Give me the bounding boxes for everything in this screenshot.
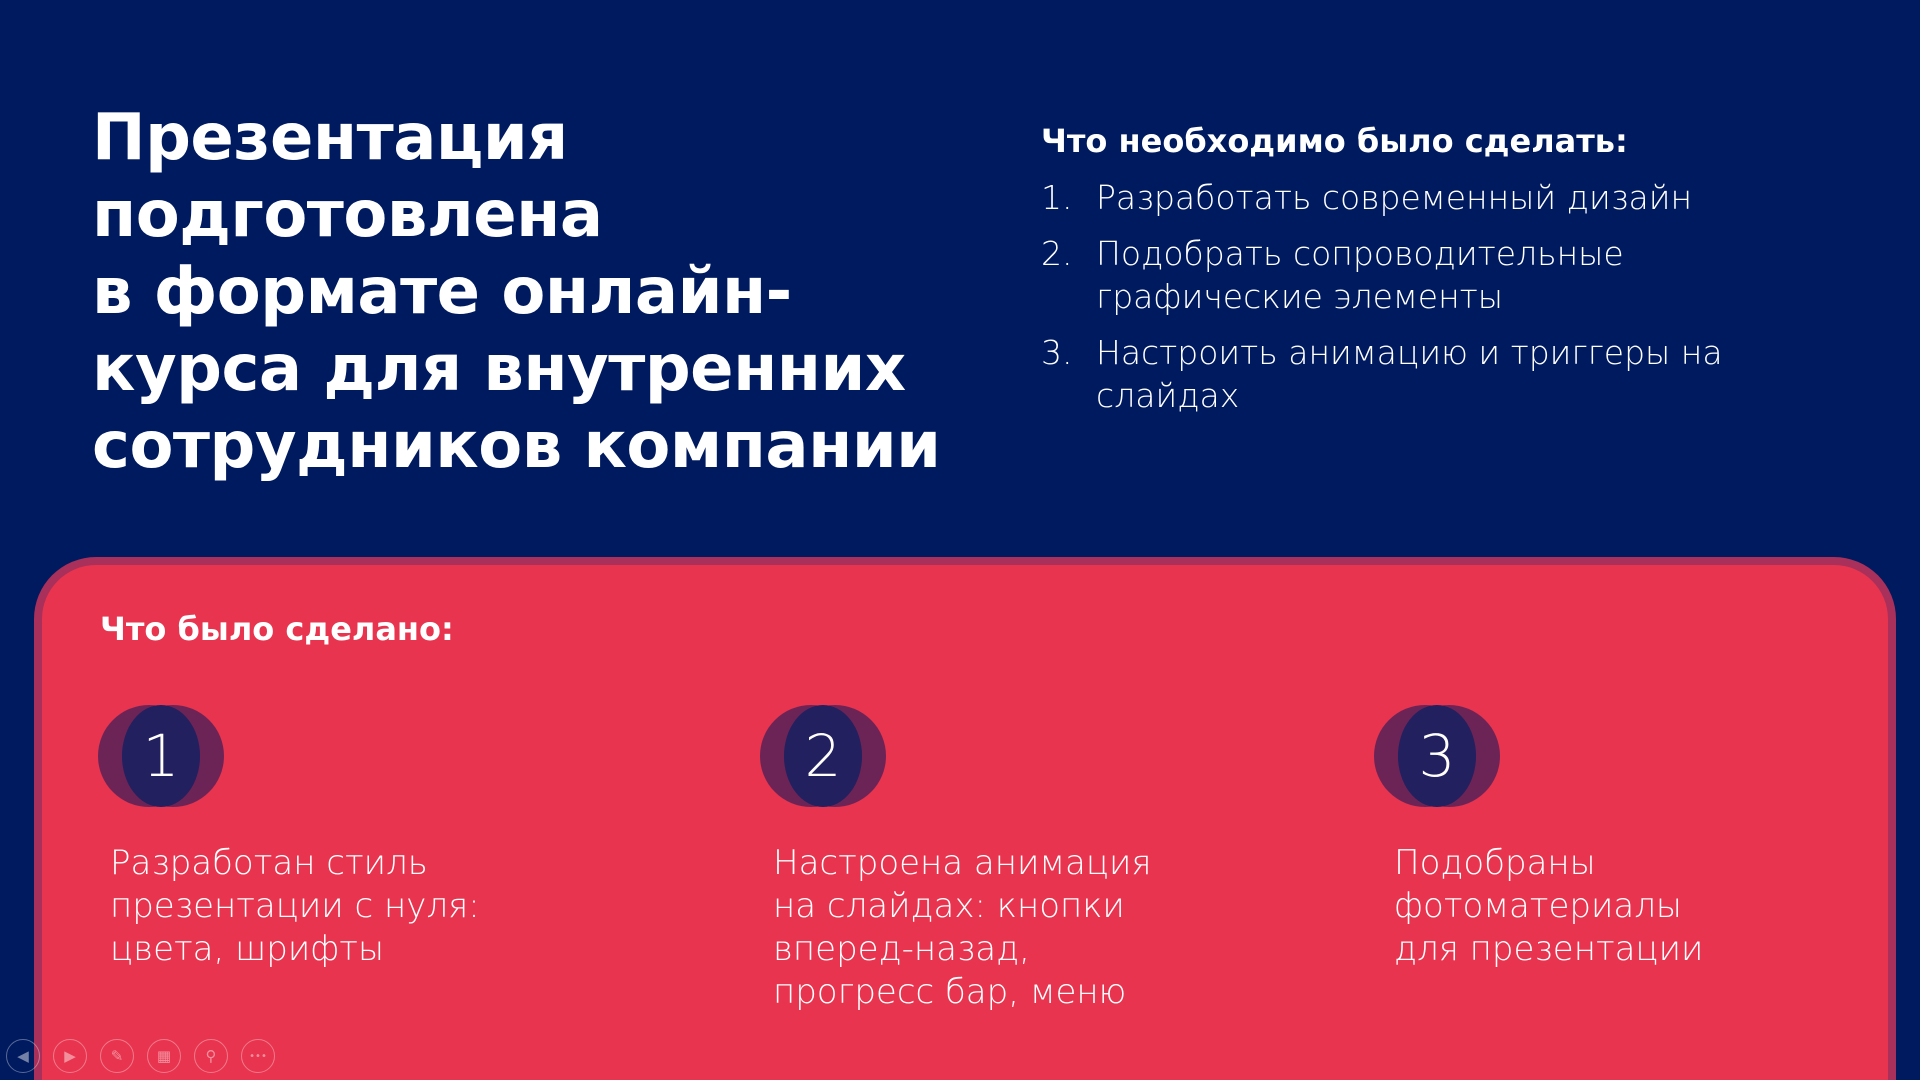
- done-item-1: Разработан стиль презентации с нуля: цве…: [110, 843, 480, 969]
- badge-number: 3: [1418, 722, 1456, 790]
- list-item: 1. Разработать современный дизайн: [1041, 176, 1841, 219]
- title-line: подготовлена: [92, 178, 603, 252]
- done-heading: Что было сделано:: [100, 610, 454, 648]
- list-item: 3. Настроить анимацию и триггеры на слайд…: [1041, 331, 1841, 417]
- number-badge-2: 2: [760, 705, 886, 807]
- done-panel: [34, 557, 1896, 1080]
- done-item-2: Настроена анимация на слайдах: кнопки вп…: [773, 843, 1152, 1012]
- number-badge-3: 3: [1374, 705, 1500, 807]
- title-line: Презентация: [92, 101, 568, 175]
- more-icon[interactable]: •••: [241, 1039, 275, 1073]
- item-number: 1.: [1041, 178, 1073, 217]
- title-line: сотрудников компании: [92, 409, 941, 483]
- slideshow-toolbar: ◀ ▶ ✎ ▦ ⚲ •••: [6, 1039, 275, 1073]
- title-line: курса для внутренних: [92, 332, 906, 406]
- item-number: 3.: [1041, 333, 1073, 372]
- slides-icon[interactable]: ▦: [147, 1039, 181, 1073]
- item-text: Разработать современный дизайн: [1096, 178, 1693, 217]
- badge-number: 1: [142, 722, 180, 790]
- pen-icon[interactable]: ✎: [100, 1039, 134, 1073]
- number-badge-1: 1: [98, 705, 224, 807]
- todo-heading: Что необходимо было сделать:: [1041, 122, 1628, 160]
- todo-list: 1. Разработать современный дизайн 2. Подоб…: [1041, 176, 1841, 430]
- done-item-3: Подобраны фотоматериалы для презентации: [1394, 843, 1704, 969]
- item-text: Настроить анимацию и триггеры на слайдах: [1096, 333, 1723, 415]
- slide-title: Презентация подготовлена в формате онлай…: [92, 100, 941, 485]
- zoom-icon[interactable]: ⚲: [194, 1039, 228, 1073]
- badge-number: 2: [804, 722, 842, 790]
- item-number: 2.: [1041, 234, 1073, 273]
- previous-icon[interactable]: ◀: [6, 1039, 40, 1073]
- title-line: в формате онлайн-: [92, 255, 792, 329]
- item-text: Подобрать сопроводительные графические э…: [1096, 234, 1624, 316]
- next-icon[interactable]: ▶: [53, 1039, 87, 1073]
- list-item: 2. Подобрать сопроводительные графические…: [1041, 232, 1841, 318]
